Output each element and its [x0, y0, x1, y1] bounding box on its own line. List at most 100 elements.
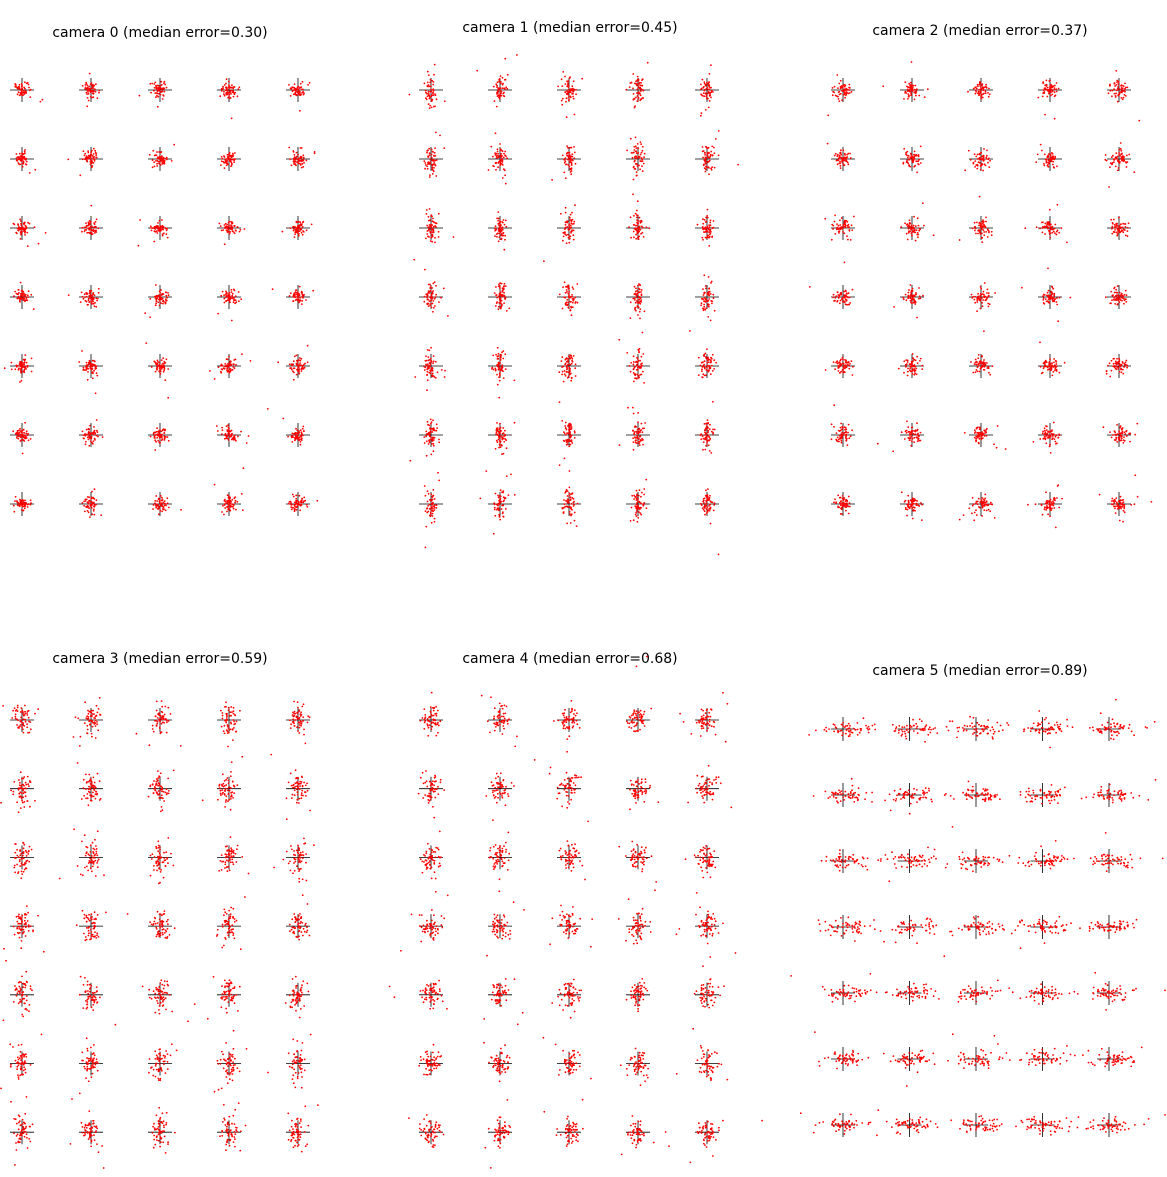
error-point: [499, 291, 502, 294]
error-point: [704, 436, 707, 439]
error-point: [979, 85, 982, 87]
error-point: [974, 86, 976, 89]
error-point: [87, 511, 90, 514]
error-point: [569, 224, 572, 227]
error-point: [90, 437, 93, 440]
error-point: [640, 301, 642, 303]
error-point: [432, 81, 435, 83]
error-point: [572, 288, 575, 290]
error-point: [21, 84, 23, 87]
error-point: [645, 226, 648, 229]
error-point: [712, 509, 715, 512]
error-point: [222, 229, 225, 232]
error-point: [154, 502, 156, 505]
error-point: [635, 378, 638, 380]
error-point: [703, 305, 706, 308]
error-point: [79, 301, 82, 303]
error-point: [570, 362, 573, 365]
error-point: [24, 354, 27, 356]
error-point: [423, 82, 426, 85]
error-point: [502, 168, 505, 171]
error-point: [91, 303, 93, 305]
error-point: [164, 379, 167, 382]
error-point: [977, 85, 979, 88]
error-point: [498, 396, 501, 399]
error-point: [836, 74, 839, 76]
error-point: [224, 159, 227, 161]
error-point: [90, 507, 93, 509]
error-point: [568, 165, 571, 168]
error-point: [641, 431, 644, 434]
error-point: [425, 164, 427, 166]
error-point: [1115, 92, 1117, 95]
error-point: [155, 96, 157, 99]
error-point: [429, 96, 431, 98]
error-point: [164, 362, 167, 364]
error-point: [1051, 86, 1054, 89]
error-point: [292, 506, 294, 509]
error-point: [291, 90, 294, 93]
error-point: [164, 429, 166, 432]
error-point: [703, 363, 705, 366]
error-point: [156, 427, 159, 430]
error-point: [706, 81, 708, 84]
error-point: [495, 427, 498, 430]
error-point: [432, 217, 434, 220]
error-point: [636, 165, 639, 168]
error-point: [432, 437, 435, 439]
error-point: [429, 296, 431, 298]
error-point: [568, 158, 570, 161]
error-point: [82, 150, 85, 153]
error-point: [24, 502, 27, 505]
error-point: [643, 310, 646, 313]
error-point: [705, 444, 707, 447]
error-point: [1047, 156, 1050, 159]
error-point: [843, 93, 846, 96]
error-point: [565, 163, 568, 166]
error-point: [567, 155, 570, 157]
error-point: [281, 230, 284, 233]
error-point: [29, 499, 32, 502]
error-point: [163, 301, 165, 303]
error-point: [576, 502, 579, 505]
error-point: [167, 506, 170, 509]
error-point: [572, 92, 574, 95]
target-cell: [67, 285, 103, 309]
error-point: [162, 302, 164, 305]
error-point: [426, 295, 428, 297]
error-point: [300, 231, 303, 234]
error-point: [24, 421, 26, 424]
error-point: [501, 295, 504, 298]
error-point: [155, 506, 158, 509]
error-point: [703, 219, 706, 221]
error-point: [571, 359, 573, 362]
error-point: [232, 91, 235, 94]
error-point: [19, 281, 22, 284]
error-point: [632, 429, 634, 432]
error-point: [499, 143, 501, 145]
error-point: [502, 496, 505, 499]
error-point: [982, 169, 984, 172]
error-point: [1044, 88, 1047, 91]
error-point: [426, 165, 428, 168]
error-point: [499, 231, 502, 234]
error-point: [503, 499, 505, 502]
error-point: [428, 154, 431, 157]
error-point: [237, 435, 239, 438]
error-point: [452, 236, 455, 238]
error-point: [493, 503, 496, 506]
error-point: [496, 441, 499, 443]
error-point: [497, 438, 500, 441]
error-point: [88, 222, 90, 225]
error-point: [704, 513, 706, 516]
target-cell: [137, 216, 172, 247]
error-point: [704, 448, 707, 451]
error-point: [20, 379, 23, 382]
error-point: [634, 513, 637, 516]
error-point: [25, 82, 28, 85]
error-point: [633, 159, 636, 162]
error-point: [975, 155, 978, 158]
target-cell: [286, 78, 311, 112]
error-point: [568, 223, 571, 226]
error-point: [295, 362, 298, 365]
